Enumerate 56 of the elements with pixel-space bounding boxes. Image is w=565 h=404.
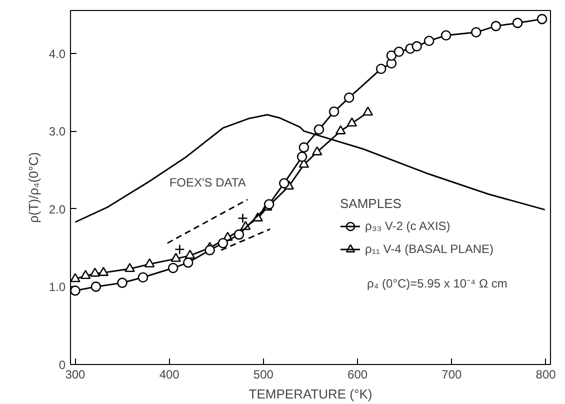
point: [424, 36, 434, 46]
point: [124, 262, 135, 272]
x-tick-label: 700: [442, 368, 462, 382]
point: [394, 46, 404, 57]
point: [80, 270, 91, 280]
y-tick-label: 0: [58, 358, 66, 372]
point: [70, 285, 80, 296]
point: [90, 282, 102, 292]
point: [182, 257, 194, 268]
x-tick-label: 500: [253, 368, 274, 382]
point: [204, 244, 215, 256]
point: [344, 92, 354, 103]
point: [278, 178, 290, 188]
x-tick-label: 400: [159, 368, 180, 382]
annotation: ρ₄ (0°C)=5.95 x 10⁻⁴ Ω cm: [366, 276, 508, 291]
y-tick-label: 4.0: [48, 46, 66, 61]
point: [536, 14, 548, 24]
point: [174, 244, 185, 255]
point: [144, 258, 155, 268]
point: [117, 278, 128, 288]
y-tick-label: 3.0: [48, 124, 66, 139]
point: [234, 229, 244, 240]
y-axis-title: ρ(T)/ρ₄(0°C): [26, 152, 41, 223]
point: [376, 64, 386, 74]
x-tick-label: 600: [348, 368, 368, 382]
point: [298, 142, 310, 153]
point: [168, 262, 178, 274]
point: [296, 152, 308, 162]
point: [386, 50, 397, 61]
point: [346, 117, 358, 127]
y-tick-label: 2.0: [48, 202, 66, 216]
point: [362, 106, 374, 116]
legend-title: SAMPLES: [340, 196, 402, 211]
legend-label: ρ₁₁ V-4 (BASAL PLANE): [365, 242, 494, 256]
point: [512, 18, 523, 28]
point: [490, 20, 502, 32]
point: [90, 268, 100, 277]
point: [70, 273, 80, 282]
x-tick-label: 300: [65, 368, 86, 382]
point: [335, 125, 346, 134]
point: [312, 146, 322, 156]
point: [170, 252, 182, 262]
x-tick-label: 800: [536, 368, 556, 382]
point: [412, 41, 422, 52]
point: [218, 238, 228, 248]
point: [328, 106, 340, 117]
point: [470, 27, 482, 38]
point: [238, 213, 248, 224]
point: [98, 266, 109, 276]
point: [440, 30, 452, 41]
x-axis-title: TEMPERATURE (°K): [248, 386, 372, 402]
y-tick-label: 1.0: [48, 280, 66, 294]
annotation: FOEX'S DATA: [169, 175, 246, 190]
point: [138, 272, 148, 283]
legend-label: ρ₃₃ V-2 (c AXIS): [365, 219, 450, 233]
point: [314, 124, 324, 135]
